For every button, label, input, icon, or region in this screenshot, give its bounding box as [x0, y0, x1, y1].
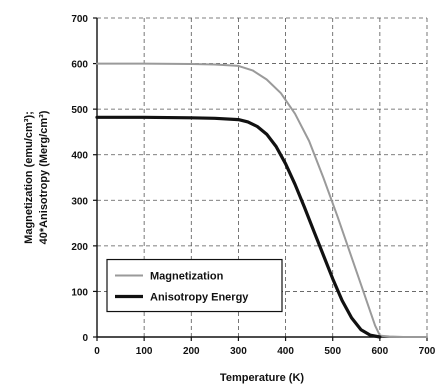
x-tick-label: 600: [372, 346, 389, 357]
y-tick-label: 300: [71, 196, 88, 207]
x-tick-label: 200: [183, 346, 200, 357]
y-tick-label: 200: [71, 242, 88, 253]
x-axis-title: Temperature (K): [220, 372, 304, 384]
x-tick-label: 400: [277, 346, 294, 357]
y-tick-label: 500: [71, 105, 88, 116]
x-tick-label: 700: [419, 346, 436, 357]
legend-label: Anisotropy Energy: [150, 292, 249, 304]
series-line-magnetization: [96, 62, 428, 338]
y-tick-label: 400: [71, 151, 88, 162]
y-tick-label: 0: [82, 333, 88, 344]
x-tick-label: 100: [136, 346, 153, 357]
y-tick-label: 100: [71, 287, 88, 298]
legend-label: Magnetization: [150, 271, 224, 283]
y-axis-title-line: 40*Anisotropy (Merg/cm³): [38, 110, 50, 244]
y-axis-title-line: Magnetization (emu/cm³);: [23, 111, 35, 244]
legend-box: [106, 258, 283, 313]
series-line-anisotropy-energy: [95, 115, 382, 339]
y-tick-label: 600: [71, 60, 88, 71]
x-tick-label: 300: [230, 346, 247, 357]
x-tick-label: 0: [94, 346, 100, 357]
x-tick-label: 500: [324, 346, 341, 357]
y-tick-label: 700: [71, 14, 88, 25]
